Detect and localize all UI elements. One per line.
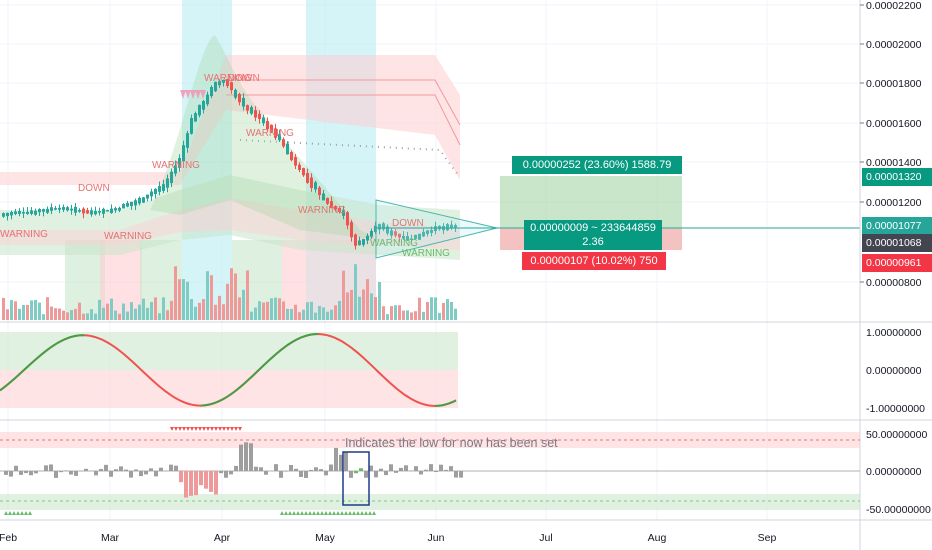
upper-band-line-2 bbox=[226, 94, 461, 146]
entry-label-line2: 2.36 bbox=[582, 236, 604, 248]
time-label: Apr bbox=[214, 532, 231, 544]
price-tag: 0.00001068 bbox=[862, 234, 932, 252]
osc-tick: 0.00000000 bbox=[866, 365, 922, 377]
upper-red-band bbox=[0, 55, 460, 185]
warning-label-7: WARNING bbox=[370, 238, 418, 249]
price-tick: 0.00001400 bbox=[866, 157, 922, 169]
volume-bars bbox=[2, 264, 457, 320]
down-label-1: DOWN bbox=[78, 183, 110, 194]
warning-label-5: WARNING bbox=[246, 128, 294, 139]
down-label-3: DOWN bbox=[392, 218, 424, 229]
lower-red-band bbox=[0, 198, 460, 250]
time-label: Aug bbox=[648, 532, 667, 544]
warning-label-2: WARNING bbox=[104, 231, 152, 242]
down-label-2: DOWN bbox=[228, 73, 260, 84]
warning-label-1: WARNING bbox=[0, 229, 48, 240]
price-tag: 0.00000961 bbox=[862, 254, 932, 272]
price-tick: 0.00001600 bbox=[866, 118, 922, 130]
bottom-tick: -50.00000000 bbox=[866, 504, 931, 516]
green-cloud bbox=[150, 35, 380, 240]
osc-lower-zone bbox=[0, 370, 458, 408]
time-label: Feb bbox=[0, 532, 17, 544]
warning-label-3: WARNING bbox=[152, 160, 200, 171]
upper-dots bbox=[239, 139, 459, 176]
time-label: Sep bbox=[758, 532, 777, 544]
lower-band-fill bbox=[0, 175, 460, 260]
osc-tick: -1.00000000 bbox=[866, 403, 925, 415]
time-label: Mar bbox=[101, 532, 120, 544]
target-label[interactable]: 0.00000252 (23.60%) 1588.79 bbox=[512, 156, 682, 174]
time-axis[interactable]: Feb Mar Apr May Jun Jul Aug Sep bbox=[0, 532, 776, 544]
warning-label-8: WARNING bbox=[402, 248, 450, 259]
warning-label-6: WARNING bbox=[298, 205, 346, 216]
price-axis[interactable]: 0.00002200 0.00002000 0.00001800 0.00001600… bbox=[860, 0, 922, 289]
price-tick: 0.00001800 bbox=[866, 78, 922, 90]
bottom-lower-zone bbox=[0, 494, 860, 510]
entry-label-line1: 0.00000009 ~ 233644859 bbox=[530, 222, 656, 234]
bottom-upper-zone bbox=[0, 432, 860, 448]
price-tag: 0.00001320 bbox=[862, 168, 932, 186]
upper-band-line-1 bbox=[226, 79, 461, 126]
osc-tick: 1.00000000 bbox=[866, 327, 922, 339]
stop-label[interactable]: 0.00000107 (10.02%) 750 bbox=[522, 252, 666, 270]
price-tag: 0.00001077 bbox=[862, 217, 932, 235]
time-label: May bbox=[315, 532, 336, 544]
warning-label-4: WARNING bbox=[204, 73, 252, 84]
target-zone[interactable] bbox=[500, 176, 682, 228]
price-tick: 0.00002200 bbox=[866, 0, 922, 12]
time-label: Jul bbox=[539, 532, 552, 544]
candlesticks bbox=[2, 78, 457, 250]
time-label: Jun bbox=[428, 532, 445, 544]
osc-upper-zone bbox=[0, 332, 458, 370]
bottom-tick: 50.00000000 bbox=[866, 429, 927, 441]
annotation-note[interactable]: Indicates the low for now has been set bbox=[345, 436, 558, 450]
osc-axis[interactable]: 1.00000000 0.00000000 -1.00000000 bbox=[866, 327, 925, 415]
histogram bbox=[4, 442, 463, 498]
bottom-axis[interactable]: 50.00000000 0.00000000 -50.00000000 bbox=[866, 429, 931, 516]
price-tick: 0.00002000 bbox=[866, 39, 922, 51]
price-tick: 0.00001200 bbox=[866, 197, 922, 209]
bottom-tick: 0.00000000 bbox=[866, 466, 922, 478]
triangle-pattern[interactable] bbox=[375, 199, 498, 259]
price-tick: 0.00000800 bbox=[866, 277, 922, 289]
signal-markers bbox=[4, 90, 376, 515]
highlight-box[interactable] bbox=[342, 451, 370, 506]
entry-label[interactable]: 0.00000009 ~ 233644859 2.36 bbox=[524, 220, 662, 250]
